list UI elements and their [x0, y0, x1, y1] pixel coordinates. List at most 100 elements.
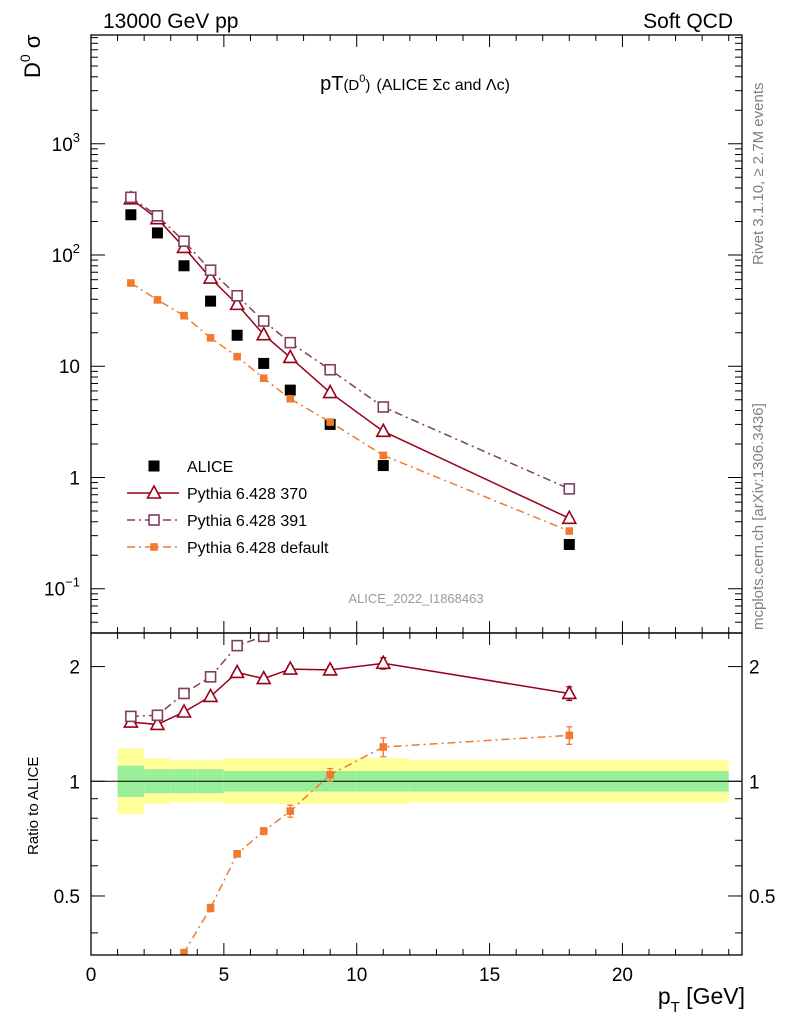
ratio-series-1-point [255, 669, 272, 685]
legend: ALICE Pythia 6.428 370 Pythia 6.428 391 Pyt… [127, 459, 329, 557]
legend-label: Pythia 6.428 default [187, 540, 329, 557]
axis-tick-labels: 0 5 10 15 20 10−1 1 10 102 103 0.5 0.5 1 1 2 2 [44, 130, 775, 986]
energy-label: 13000 GeV pp [103, 10, 238, 33]
series-3-point [379, 451, 388, 460]
y-tick-label: 1 [69, 468, 80, 489]
ratio-series-1-point [322, 661, 338, 676]
series-3-point [180, 311, 188, 320]
ratio-series-3-point [180, 948, 188, 955]
y-tick-label: 103 [52, 130, 80, 156]
series-2-point [204, 264, 217, 277]
ratio-series-1-point [282, 660, 299, 675]
process-label: Soft QCD [643, 10, 733, 33]
series-2-point [324, 363, 336, 376]
series-1-point [561, 509, 578, 525]
ratio-series-2-point [204, 671, 217, 683]
series-0-point [258, 357, 270, 369]
legend-marker [148, 514, 160, 526]
ratio-series-1-point [375, 654, 392, 670]
series-3-point [206, 334, 215, 342]
ratio-series-layer [123, 574, 578, 1022]
ratio-series-2-point [285, 614, 295, 624]
series-0-point [231, 329, 243, 341]
ratio-series-2-point [151, 709, 164, 722]
x-axis-label: pT [GeV] [658, 983, 745, 1016]
ratio-series-3-line [182, 734, 570, 955]
y-tick-label: 10−1 [44, 575, 80, 601]
ratio-series-1-point [149, 715, 166, 731]
plot-title: pT(D0) (ALICE Σc and Λc) [320, 73, 510, 95]
series-2-point [151, 210, 164, 222]
series-0-point [377, 460, 389, 472]
legend-label: Pythia 6.428 391 [187, 513, 307, 530]
series-1-point [255, 326, 272, 341]
series-0-point [151, 227, 163, 239]
series-2-point [563, 483, 576, 495]
ratio-series-3-point [565, 731, 574, 740]
ratio-y-tick-label: 2 [69, 658, 80, 679]
ratio-series-2-point [178, 687, 190, 700]
main-series-layer [123, 190, 578, 550]
series-3-point [326, 418, 334, 426]
ratio-series-2-line [130, 633, 271, 718]
series-1-point [282, 348, 299, 364]
ratio-series-3-point [127, 1014, 135, 1022]
ratio-series-3-point [233, 850, 241, 858]
ratio-series-3-point [206, 904, 215, 912]
series-1-line [130, 198, 570, 519]
legend-marker [150, 543, 158, 551]
series-3-point [565, 527, 574, 535]
ratio-series-1-point [202, 687, 219, 703]
plot-frames [90, 34, 743, 956]
main-y-axis-label: D0 σ [17, 34, 45, 78]
ratio-series-3-point [379, 743, 388, 751]
ratio-plot-frame [90, 632, 743, 956]
series-0-point [205, 295, 217, 307]
legend-label: ALICE [187, 459, 233, 476]
y-tick-label: 102 [52, 241, 80, 267]
series-2-point [231, 289, 243, 302]
mcplots-label: mcplots.cern.ch [arXiv:1306.3436] [750, 403, 767, 630]
ratio-series-2-point [564, 584, 574, 594]
ratio-series-3-point [286, 807, 295, 815]
ratio-series-2-point [125, 710, 137, 723]
series-3-line [130, 282, 570, 532]
series-0-point [178, 260, 190, 272]
series-2-point [257, 315, 270, 327]
series-2-point [377, 401, 390, 413]
ratio-series-1-point [229, 663, 245, 679]
series-1-point [202, 269, 219, 284]
ratio-y-tick-label: 0.5 [54, 887, 80, 908]
ratio-series-2-point [325, 589, 335, 599]
series-3-point [286, 394, 295, 403]
x-tick-label: 20 [612, 965, 633, 986]
legend-label: Pythia 6.428 370 [187, 486, 307, 503]
legend-marker [146, 484, 162, 499]
ratio-series-2-point [257, 633, 270, 643]
series-0-point [284, 384, 296, 396]
series-2-line [130, 196, 570, 490]
series-0-point [125, 209, 137, 221]
series-1-point [322, 383, 338, 399]
ratio-series-3-point [326, 770, 334, 779]
series-3-point [259, 374, 268, 383]
series-2-point [125, 191, 137, 204]
ratio-series-3-point [259, 827, 268, 835]
series-2-point [284, 336, 297, 349]
ratio-y-tick-label: 1 [69, 772, 80, 793]
axis-ticks [90, 35, 742, 955]
series-3-point [153, 296, 162, 304]
x-tick-label: 5 [219, 965, 230, 986]
ratio-y-tick-label-right: 1 [749, 772, 760, 793]
series-0-point [563, 538, 575, 550]
series-3-point [233, 352, 241, 361]
ratio-y-axis-label: Ratio to ALICE [25, 757, 42, 855]
ratio-series-1-point [176, 703, 192, 718]
x-tick-label: 10 [346, 965, 367, 986]
series-1-point [375, 422, 392, 438]
rivet-label: Rivet 3.1.10, ≥ 2.7M events [750, 83, 767, 266]
ratio-series-2-point [378, 574, 388, 584]
series-2-point [178, 235, 190, 248]
ratio-y-tick-label-right: 0.5 [749, 887, 775, 908]
